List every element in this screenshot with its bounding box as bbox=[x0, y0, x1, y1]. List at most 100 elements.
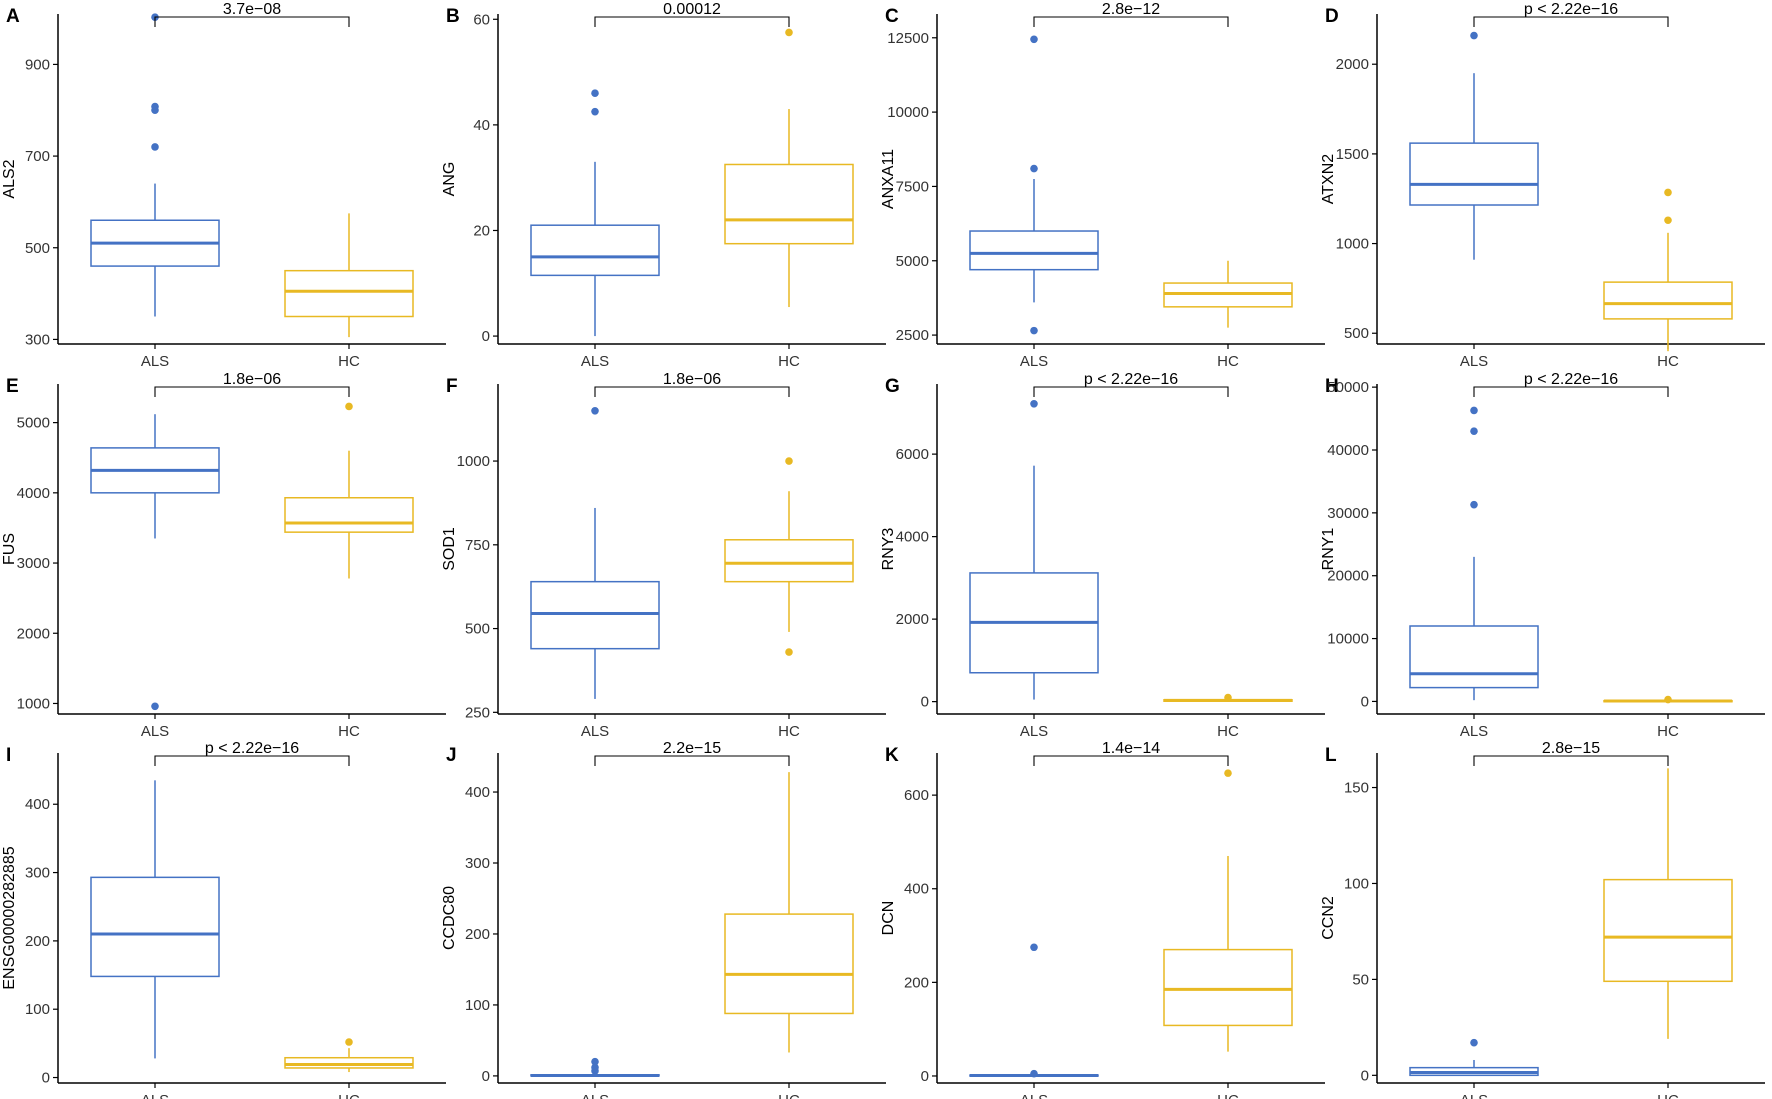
y-tick-label: 30000 bbox=[1327, 505, 1369, 522]
box-als bbox=[530, 407, 660, 699]
y-tick-label: 20 bbox=[473, 222, 490, 239]
box-als bbox=[1409, 1038, 1539, 1077]
y-tick-label: 0 bbox=[482, 328, 490, 345]
outlier-point bbox=[1470, 31, 1478, 40]
box-iqr bbox=[724, 539, 854, 583]
y-tick-label: 4000 bbox=[896, 529, 929, 546]
box-hc bbox=[1603, 188, 1733, 352]
p-value-label: 2.8e−12 bbox=[1102, 1, 1160, 18]
panel-j: J 0 100 200 300 400 CCDC80 ALS HC 2.2e−15 bbox=[441, 740, 886, 1099]
outlier-point bbox=[1664, 216, 1672, 225]
y-tick-label: 50 bbox=[1352, 971, 1369, 988]
significance-bracket bbox=[594, 16, 790, 27]
y-axis-label: RNY1 bbox=[1320, 528, 1337, 571]
box-als bbox=[530, 89, 660, 337]
outlier-point bbox=[1470, 500, 1478, 509]
y-axis-label: CCN2 bbox=[1320, 896, 1337, 940]
box-iqr bbox=[1603, 878, 1733, 983]
x-tick-label: ALS bbox=[581, 1092, 609, 1099]
box-iqr bbox=[284, 269, 414, 318]
box-als bbox=[90, 13, 220, 317]
x-tick-label: HC bbox=[778, 1092, 800, 1099]
y-axis-label: ALS2 bbox=[1, 159, 18, 198]
outlier-point bbox=[785, 457, 793, 465]
outlier-point bbox=[1664, 695, 1672, 704]
panel-e: E 1000 2000 3000 4000 5000 FUS ALS HC 1.8e−06 bbox=[1, 371, 446, 740]
box-iqr bbox=[1603, 281, 1733, 320]
x-tick-label: ALS bbox=[1020, 1092, 1048, 1099]
panel-b: B 0 20 40 60 ANG ALS HC 0.00012 bbox=[441, 1, 886, 370]
panel-letter: C bbox=[885, 6, 899, 27]
box-iqr bbox=[1163, 948, 1293, 1027]
x-tick-label: HC bbox=[1217, 1092, 1239, 1099]
y-tick-label: 2000 bbox=[1336, 56, 1369, 73]
outlier-point bbox=[1030, 943, 1038, 952]
y-tick-label: 300 bbox=[25, 865, 50, 882]
panel-f: F 250 500 750 1000 SOD1 ALS HC 1.8e−06 bbox=[441, 371, 886, 740]
y-tick-label: 100 bbox=[465, 997, 490, 1014]
y-tick-label: 500 bbox=[1344, 325, 1369, 342]
x-tick-label: ALS bbox=[1460, 723, 1488, 740]
p-value-label: 2.2e−15 bbox=[663, 740, 721, 757]
outlier-point bbox=[151, 102, 159, 111]
box-hc bbox=[724, 457, 854, 656]
x-tick-label: HC bbox=[338, 353, 360, 370]
box-iqr bbox=[724, 913, 854, 1015]
outlier-point bbox=[591, 407, 599, 415]
y-tick-label: 0 bbox=[921, 694, 929, 711]
x-tick-label: HC bbox=[1657, 723, 1679, 740]
y-tick-label: 10000 bbox=[887, 104, 929, 121]
significance-bracket bbox=[1033, 755, 1229, 766]
y-axis-label: CCDC80 bbox=[441, 886, 458, 950]
panel-letter: J bbox=[446, 745, 457, 766]
outlier-point bbox=[591, 89, 599, 97]
y-axis-label: ATXN2 bbox=[1320, 154, 1337, 204]
panel-letter: L bbox=[1325, 745, 1337, 766]
y-tick-label: 3000 bbox=[17, 555, 50, 572]
outlier-point bbox=[1030, 35, 1038, 44]
panel-letter: I bbox=[6, 745, 11, 766]
y-tick-label: 50000 bbox=[1327, 379, 1369, 396]
outlier-point bbox=[151, 143, 159, 151]
box-iqr bbox=[969, 230, 1099, 271]
panel-k: K 0 200 400 600 DCN ALS HC 1.4e−14 bbox=[880, 740, 1325, 1099]
x-tick-label: ALS bbox=[581, 353, 609, 370]
outlier-point bbox=[591, 107, 599, 116]
y-tick-label: 0 bbox=[921, 1068, 929, 1085]
p-value-label: p < 2.22e−16 bbox=[205, 740, 299, 757]
y-tick-label: 400 bbox=[904, 881, 929, 898]
y-tick-label: 2000 bbox=[17, 625, 50, 642]
y-tick-label: 7500 bbox=[896, 178, 929, 195]
box-iqr bbox=[530, 580, 660, 650]
outlier-point bbox=[1030, 400, 1038, 408]
y-tick-label: 6000 bbox=[896, 446, 929, 463]
panel-letter: H bbox=[1325, 376, 1339, 397]
y-tick-label: 750 bbox=[465, 537, 490, 554]
y-tick-label: 300 bbox=[25, 331, 50, 348]
y-tick-label: 200 bbox=[904, 974, 929, 991]
significance-bracket bbox=[154, 755, 350, 766]
significance-bracket bbox=[594, 755, 790, 766]
y-axis-label: SOD1 bbox=[441, 527, 458, 571]
y-tick-label: 400 bbox=[25, 796, 50, 813]
p-value-label: p < 2.22e−16 bbox=[1524, 371, 1618, 388]
significance-bracket bbox=[594, 386, 790, 397]
box-als bbox=[969, 35, 1099, 335]
y-tick-label: 100 bbox=[1344, 875, 1369, 892]
y-tick-label: 10000 bbox=[1327, 631, 1369, 648]
x-tick-label: HC bbox=[1657, 353, 1679, 370]
y-tick-label: 40 bbox=[473, 117, 490, 134]
box-iqr bbox=[284, 496, 414, 533]
box-iqr bbox=[284, 1056, 414, 1069]
x-tick-label: HC bbox=[1657, 1092, 1679, 1099]
x-tick-label: ALS bbox=[581, 723, 609, 740]
x-tick-label: ALS bbox=[1020, 723, 1048, 740]
y-tick-label: 0 bbox=[1361, 693, 1369, 710]
outlier-point bbox=[591, 1063, 599, 1072]
panel-letter: A bbox=[6, 6, 20, 27]
y-tick-label: 700 bbox=[25, 148, 50, 165]
box-als bbox=[969, 943, 1099, 1078]
panel-letter: E bbox=[6, 376, 19, 397]
y-tick-label: 300 bbox=[465, 855, 490, 872]
x-tick-label: ALS bbox=[1460, 353, 1488, 370]
